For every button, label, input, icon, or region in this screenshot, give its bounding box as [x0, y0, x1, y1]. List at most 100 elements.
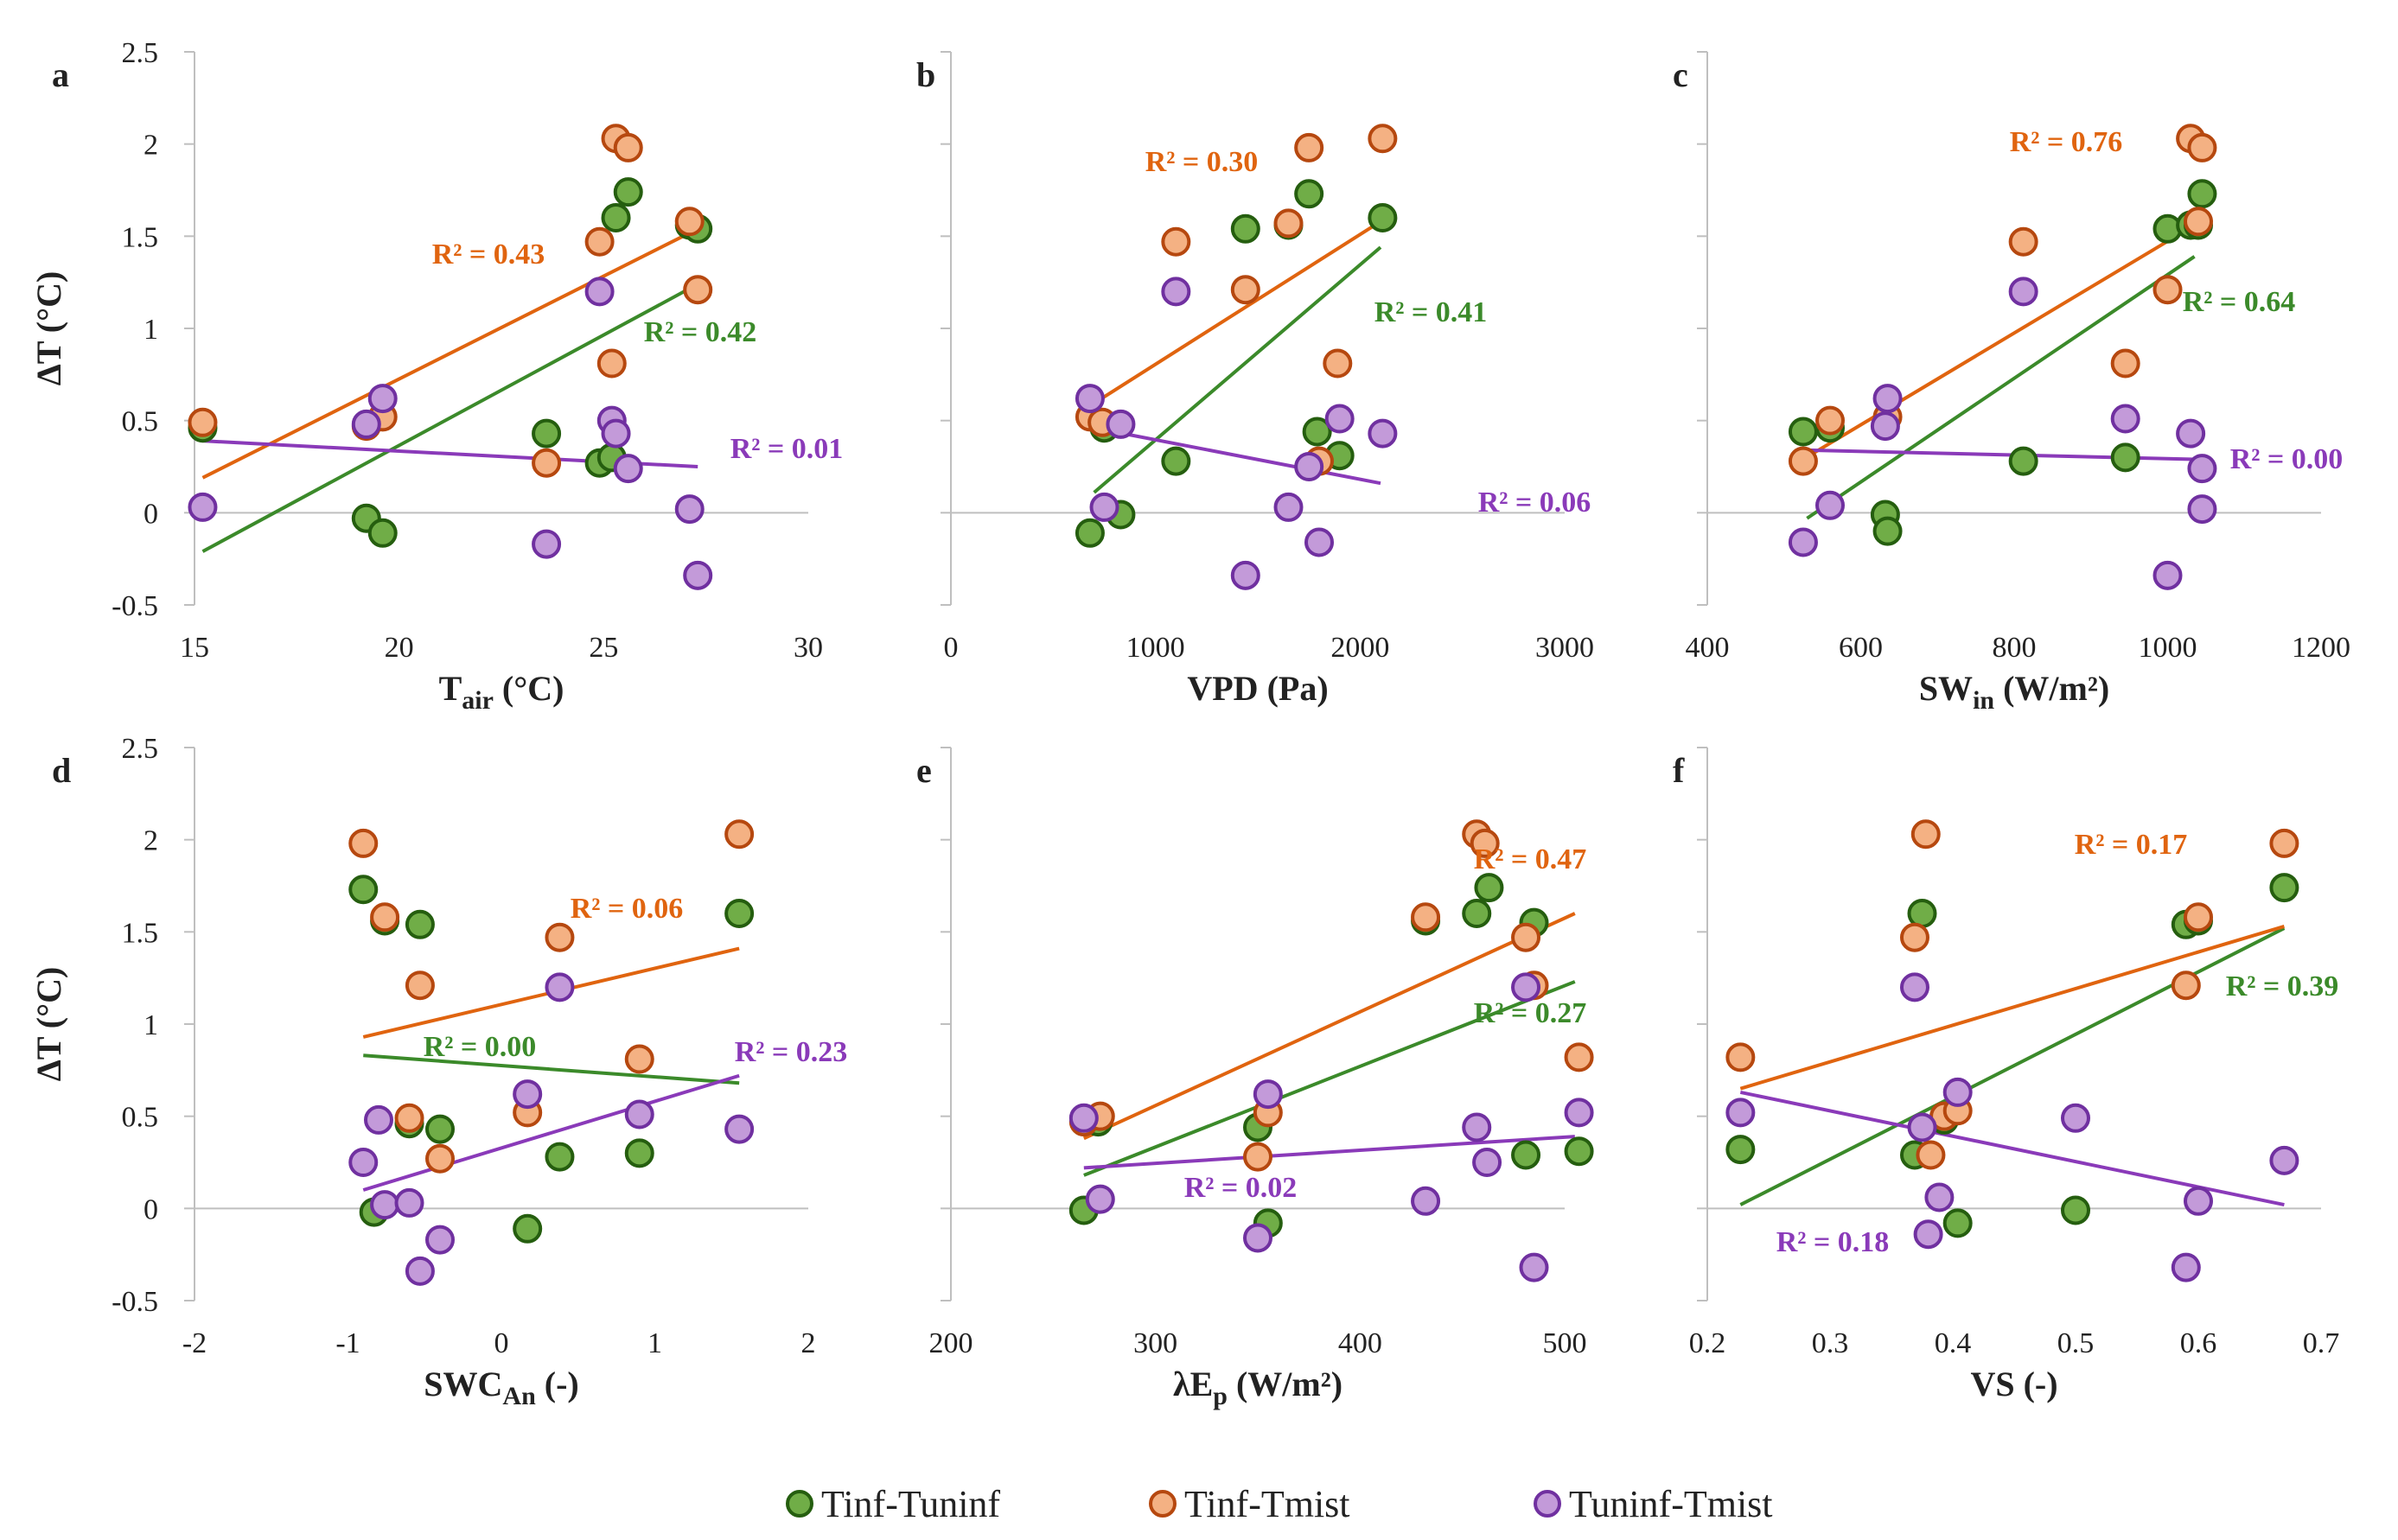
point-tinf-tmist	[1411, 902, 1441, 932]
point-tuninf-tmist	[724, 1114, 755, 1144]
x-tick-label: -1	[335, 1327, 360, 1359]
point-tinf-tuninf	[1075, 518, 1105, 548]
trendline-tinf-tmist	[201, 227, 699, 480]
point-tuninf-tmist	[1815, 490, 1845, 520]
point-tinf-tmist	[1725, 1042, 1756, 1072]
x-axis-title: SWCAn (-)	[424, 1365, 578, 1410]
x-tick-label: 0	[944, 632, 959, 664]
point-tinf-tmist	[2269, 828, 2299, 858]
point-tuninf-tmist	[532, 529, 562, 559]
x-tick-label: 1	[647, 1327, 662, 1359]
x-tick-label: 1000	[2139, 632, 2197, 664]
point-tinf-tmist	[1910, 819, 1941, 850]
point-tinf-tuninf	[2110, 442, 2140, 473]
x-tick-label: 0.2	[1689, 1327, 1726, 1359]
point-tinf-tmist	[1788, 446, 1818, 476]
point-tuninf-tmist	[2008, 277, 2038, 307]
r2-label-tinf-tuninf: R² = 0.64	[2183, 286, 2296, 318]
point-tinf-tmist	[584, 226, 615, 257]
panel-e: 200 300 400 500 λEp (W/m²) e R² = 0.27 R² = 0.4…	[916, 747, 1594, 1410]
trendline-tinf-tuninf	[363, 1053, 740, 1085]
point-tinf-tmist	[2008, 226, 2038, 257]
point-tuninf-tmist	[1368, 418, 1398, 449]
y-tick-label: 2.5	[122, 733, 159, 765]
point-tuninf-tmist	[1253, 1079, 1283, 1110]
panel-a: -0.5 0 0.5 1 1.5 2 2.5 15 20 25 30 Tair (°C) ΔT (°C)…	[29, 37, 843, 715]
point-tuninf-tmist	[1462, 1112, 1492, 1142]
legend-marker-tinf-tmist	[1149, 1490, 1177, 1518]
legend-marker-tuninf-tmist	[1534, 1490, 1561, 1518]
r2-label-tuninf-tmist: R² = 0.02	[1184, 1172, 1298, 1204]
point-tinf-tuninf	[601, 203, 631, 232]
point-tinf-tuninf	[1462, 899, 1492, 928]
r2-label-tuninf-tmist: R² = 0.06	[1478, 487, 1591, 519]
point-tinf-tuninf	[367, 518, 398, 548]
y-tick-label: 1	[143, 1009, 158, 1041]
point-tinf-tmist	[425, 1143, 455, 1174]
point-tinf-tuninf	[545, 1142, 575, 1172]
point-tinf-tmist	[1511, 922, 1541, 952]
legend-label: Tinf-Tmist	[1184, 1483, 1350, 1525]
trendline-tinf-tuninf	[1093, 245, 1382, 494]
point-tuninf-tmist	[2171, 1252, 2201, 1282]
panel-letter: f	[1673, 751, 1685, 790]
point-tuninf-tmist	[513, 1079, 543, 1110]
y-tick-label: -0.5	[112, 590, 158, 622]
point-tuninf-tmist	[1085, 1184, 1115, 1214]
trendline-tinf-tmist	[1739, 925, 2285, 1091]
r2-label-tinf-tuninf: R² = 0.39	[2226, 970, 2339, 1002]
point-tinf-tuninf	[513, 1213, 543, 1244]
x-tick-label: 2	[801, 1327, 816, 1359]
point-tinf-tmist	[1899, 922, 1929, 952]
r2-label-tuninf-tmist: R² = 0.00	[2230, 443, 2344, 475]
point-tinf-tmist	[596, 348, 627, 379]
r2-label-tinf-tuninf: R² = 0.41	[1374, 296, 1488, 328]
point-tinf-tmist	[1294, 132, 1324, 162]
point-tuninf-tmist	[1725, 1098, 1756, 1128]
panel-b: 0 1000 2000 3000 VPD (Pa) b R² = 0.41 R² = 0.30…	[916, 51, 1594, 708]
point-tuninf-tmist	[1075, 384, 1105, 414]
trendline-tinf-tuninf	[1806, 255, 2196, 520]
point-tuninf-tmist	[683, 560, 713, 590]
point-tinf-tmist	[1230, 275, 1260, 305]
point-tuninf-tmist	[2187, 494, 2217, 525]
x-tick-label: 1000	[1126, 632, 1185, 664]
point-tuninf-tmist	[1089, 492, 1119, 522]
point-tuninf-tmist	[394, 1187, 424, 1218]
point-tinf-tmist	[683, 275, 713, 305]
y-axis-title: ΔT (°C)	[29, 271, 68, 386]
point-tinf-tuninf	[348, 875, 379, 905]
point-tinf-tmist	[532, 448, 562, 478]
x-tick-label: 0.5	[2057, 1327, 2095, 1359]
point-tinf-tuninf	[1474, 873, 1504, 903]
point-tinf-tmist	[1368, 124, 1398, 154]
point-tuninf-tmist	[1788, 527, 1818, 557]
point-tinf-tmist	[1161, 226, 1191, 257]
point-tinf-tmist	[2152, 275, 2183, 305]
point-tinf-tuninf	[1230, 213, 1260, 244]
point-tinf-tmist	[2110, 348, 2140, 379]
x-tick-label: 0	[494, 1327, 509, 1359]
y-tick-label: 2	[143, 130, 158, 162]
point-tuninf-tmist	[624, 1099, 654, 1130]
point-tinf-tmist	[545, 922, 575, 952]
point-tinf-tmist	[1564, 1042, 1594, 1072]
point-tuninf-tmist	[367, 384, 398, 414]
y-tick-label: 0.5	[122, 1102, 159, 1134]
point-tinf-tuninf	[1294, 179, 1324, 209]
point-tinf-tuninf	[532, 418, 562, 449]
x-tick-label: 15	[180, 632, 209, 664]
y-tick-label: 1.5	[122, 221, 159, 253]
point-tuninf-tmist	[1304, 527, 1334, 557]
r2-label-tinf-tuninf: R² = 0.00	[424, 1031, 537, 1063]
point-tinf-tmist	[1323, 348, 1353, 379]
panel-letter: e	[916, 751, 932, 790]
r2-label-tinf-tmist: R² = 0.43	[432, 239, 545, 270]
point-tuninf-tmist	[425, 1225, 455, 1255]
y-tick-label: 1	[143, 314, 158, 346]
point-tuninf-tmist	[1472, 1148, 1502, 1177]
x-tick-label: 2000	[1330, 632, 1389, 664]
point-tuninf-tmist	[584, 277, 615, 307]
r2-label-tuninf-tmist: R² = 0.23	[735, 1036, 848, 1068]
